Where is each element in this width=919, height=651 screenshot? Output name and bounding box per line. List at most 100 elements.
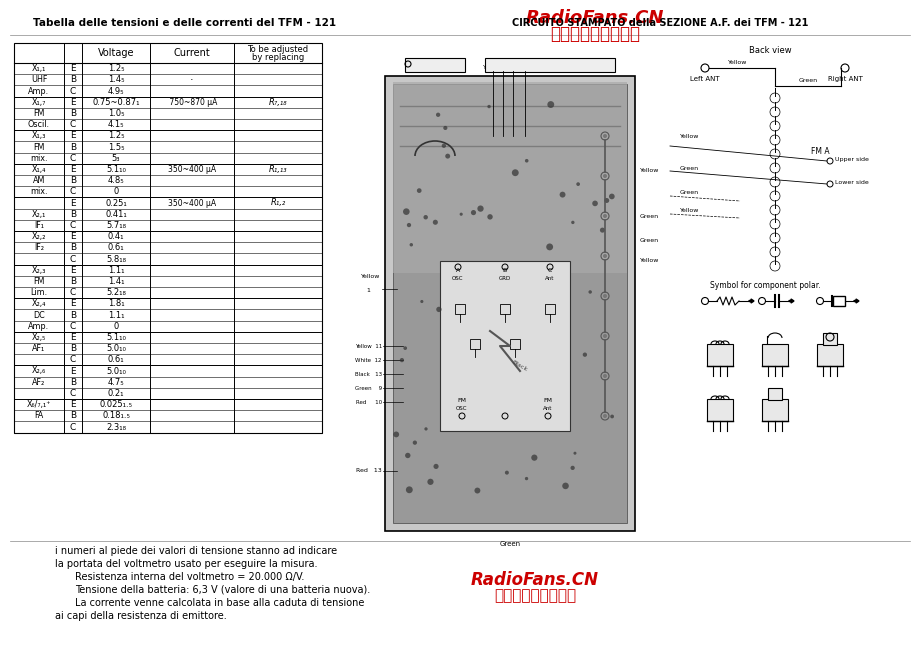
Circle shape bbox=[599, 228, 605, 232]
Text: B: B bbox=[70, 210, 76, 219]
Bar bbox=[439, 261, 570, 431]
Circle shape bbox=[487, 105, 490, 108]
Text: E: E bbox=[70, 98, 75, 107]
Bar bbox=[823, 333, 836, 345]
Circle shape bbox=[471, 210, 475, 215]
Text: Yellow: Yellow bbox=[360, 273, 380, 279]
Circle shape bbox=[559, 191, 565, 197]
FancyArrow shape bbox=[748, 299, 754, 303]
Text: Green: Green bbox=[447, 68, 466, 73]
Text: 1.8₁: 1.8₁ bbox=[108, 299, 124, 309]
Circle shape bbox=[592, 201, 597, 206]
Text: i numeri al piede dei valori di tensione stanno ad indicare: i numeri al piede dei valori di tensione… bbox=[55, 546, 336, 556]
Text: 1.2₅: 1.2₅ bbox=[108, 64, 124, 73]
Circle shape bbox=[530, 454, 537, 461]
Text: 1.5₅: 1.5₅ bbox=[108, 143, 124, 152]
Circle shape bbox=[525, 477, 528, 480]
Circle shape bbox=[608, 193, 614, 199]
Text: C: C bbox=[547, 268, 551, 273]
Circle shape bbox=[609, 415, 613, 419]
Circle shape bbox=[511, 169, 518, 176]
Text: X₂,₆: X₂,₆ bbox=[32, 367, 46, 376]
Text: 收音机爱好者资料库: 收音机爱好者资料库 bbox=[550, 25, 640, 43]
Circle shape bbox=[570, 465, 574, 470]
Circle shape bbox=[525, 159, 528, 163]
Circle shape bbox=[436, 307, 441, 312]
Text: Left ANT: Left ANT bbox=[689, 76, 719, 82]
Circle shape bbox=[602, 214, 607, 218]
Text: 0.4₁: 0.4₁ bbox=[108, 232, 124, 241]
Bar bbox=[455, 304, 464, 314]
Bar bbox=[816, 344, 842, 366]
Text: Lim.: Lim. bbox=[30, 288, 48, 297]
Text: 0.25₁: 0.25₁ bbox=[105, 199, 127, 208]
Text: 5.8₁₈: 5.8₁₈ bbox=[106, 255, 126, 264]
Circle shape bbox=[404, 452, 410, 458]
Circle shape bbox=[477, 206, 483, 212]
Text: 750~870 μA: 750~870 μA bbox=[166, 98, 217, 107]
Bar bbox=[509, 339, 519, 349]
Text: B: B bbox=[70, 378, 76, 387]
Circle shape bbox=[573, 452, 576, 454]
Circle shape bbox=[571, 221, 574, 224]
Text: Yellow: Yellow bbox=[482, 65, 502, 70]
Circle shape bbox=[602, 254, 607, 258]
Circle shape bbox=[546, 243, 552, 251]
Text: mix.: mix. bbox=[30, 187, 48, 197]
Text: E: E bbox=[70, 232, 75, 241]
Text: R₁,₁₃: R₁,₁₃ bbox=[268, 165, 287, 174]
Text: C: C bbox=[70, 355, 76, 365]
Text: FM: FM bbox=[33, 109, 45, 118]
Text: X₂,₅: X₂,₅ bbox=[32, 333, 46, 342]
Text: 1.1₁: 1.1₁ bbox=[108, 311, 124, 320]
Text: FM: FM bbox=[543, 398, 552, 404]
Text: E: E bbox=[70, 165, 75, 174]
Bar bbox=[470, 339, 480, 349]
Text: B: B bbox=[70, 277, 76, 286]
Circle shape bbox=[562, 482, 568, 489]
Text: 1: 1 bbox=[366, 288, 369, 294]
Circle shape bbox=[423, 215, 427, 219]
Text: White  12: White 12 bbox=[355, 357, 381, 363]
Text: 1.2₅: 1.2₅ bbox=[108, 132, 124, 141]
Text: 5.0₁₀: 5.0₁₀ bbox=[106, 344, 126, 353]
Text: B: B bbox=[70, 109, 76, 118]
Circle shape bbox=[409, 243, 413, 247]
Bar bbox=[761, 399, 788, 421]
Text: OSC: OSC bbox=[456, 406, 467, 411]
Text: ai capi della resistenza di emittore.: ai capi della resistenza di emittore. bbox=[55, 611, 226, 621]
Text: Green: Green bbox=[499, 541, 520, 547]
Text: 4.1₅: 4.1₅ bbox=[108, 120, 124, 129]
Text: La corrente venne calcolata in base alla caduta di tensione: La corrente venne calcolata in base alla… bbox=[75, 598, 364, 608]
Text: X₂,₄: X₂,₄ bbox=[32, 299, 46, 309]
Text: OSC: OSC bbox=[452, 277, 463, 281]
Text: 0.41₁: 0.41₁ bbox=[105, 210, 127, 219]
Text: Red   13: Red 13 bbox=[356, 469, 381, 473]
Circle shape bbox=[604, 198, 608, 203]
Text: 1.1₁: 1.1₁ bbox=[108, 266, 124, 275]
Text: 0.6₁: 0.6₁ bbox=[108, 355, 124, 365]
Bar bbox=[832, 296, 844, 306]
Bar bbox=[14, 43, 322, 433]
Text: 0.025₁.₅: 0.025₁.₅ bbox=[99, 400, 132, 409]
Text: A: A bbox=[456, 268, 460, 273]
Text: FM: FM bbox=[33, 143, 45, 152]
Text: E: E bbox=[70, 367, 75, 376]
Text: 5.1₁₀: 5.1₁₀ bbox=[106, 333, 126, 342]
Circle shape bbox=[602, 294, 607, 298]
Text: Yellow: Yellow bbox=[679, 133, 698, 139]
Text: Voltage: Voltage bbox=[97, 48, 134, 58]
Text: B: B bbox=[70, 344, 76, 353]
Text: E: E bbox=[70, 266, 75, 275]
Text: C: C bbox=[70, 422, 76, 432]
Text: 350~400 μA: 350~400 μA bbox=[168, 165, 216, 174]
Text: ·: · bbox=[190, 75, 194, 85]
Bar bbox=[544, 304, 554, 314]
Bar bbox=[706, 344, 732, 366]
Circle shape bbox=[436, 113, 440, 117]
Text: Green: Green bbox=[640, 214, 658, 219]
Bar bbox=[484, 58, 614, 72]
Circle shape bbox=[400, 358, 403, 362]
Text: Back view: Back view bbox=[748, 46, 790, 55]
Text: Tabella delle tensioni e delle correnti del TFM - 121: Tabella delle tensioni e delle correnti … bbox=[33, 18, 336, 28]
